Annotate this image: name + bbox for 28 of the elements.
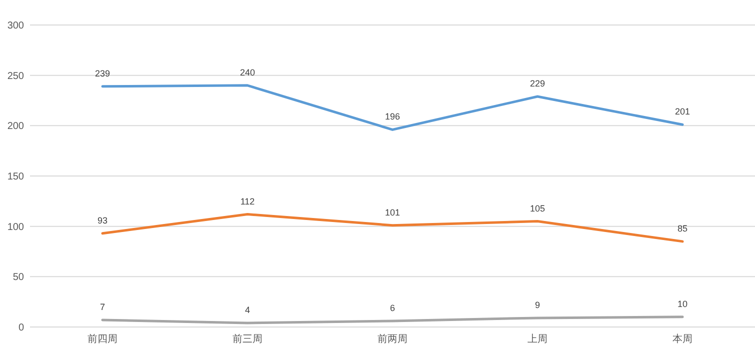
line-series xyxy=(101,316,684,324)
data-label: 112 xyxy=(240,196,255,206)
data-label: 239 xyxy=(94,68,110,78)
data-label: 101 xyxy=(384,207,400,218)
x-tick-label: 本周 xyxy=(672,333,692,345)
data-label: 7 xyxy=(100,302,106,312)
x-tick-label: 前两周 xyxy=(378,333,408,345)
data-label: 4 xyxy=(244,304,250,315)
data-label: 9 xyxy=(534,300,540,310)
data-label: 196 xyxy=(384,112,400,122)
y-tick-label: 50 xyxy=(12,272,24,284)
data-label: 85 xyxy=(677,223,688,234)
y-tick-label: 300 xyxy=(7,20,24,32)
x-tick-label: 上周 xyxy=(528,333,548,345)
data-label: 229 xyxy=(530,78,546,88)
data-label: 105 xyxy=(530,203,546,214)
x-tick-label: 前四周 xyxy=(88,333,118,345)
data-label: 6 xyxy=(390,302,396,313)
data-label: 93 xyxy=(97,215,108,226)
y-tick-label: 100 xyxy=(7,222,24,233)
x-tick-label: 前三周 xyxy=(232,333,262,345)
y-tick-label: 0 xyxy=(18,322,24,334)
y-tick-label: 150 xyxy=(7,172,24,182)
data-label: 201 xyxy=(674,106,690,117)
y-tick-label: 200 xyxy=(7,121,24,132)
y-tick-label: 250 xyxy=(7,70,24,82)
data-label: 240 xyxy=(240,67,256,78)
data-label: 10 xyxy=(677,298,688,309)
